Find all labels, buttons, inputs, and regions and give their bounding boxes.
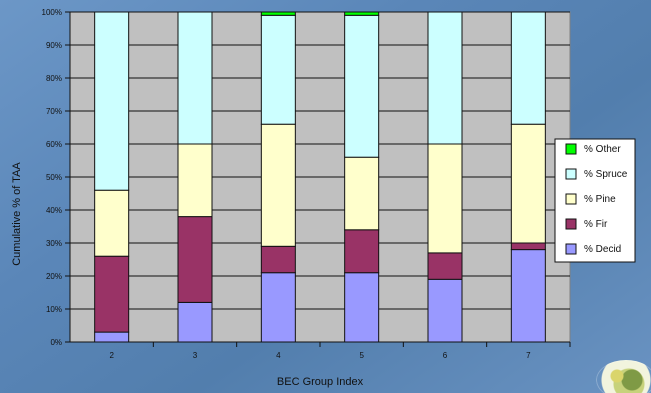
- y-tick-label: 70%: [46, 107, 62, 116]
- y-tick-label: 50%: [46, 173, 62, 182]
- legend-label: % Decid: [584, 244, 621, 255]
- bar-segment: [260, 123, 296, 247]
- bar-segment: [94, 255, 130, 333]
- bar-segment: [177, 143, 213, 218]
- bar-segment: [344, 156, 380, 231]
- legend-label: % Fir: [584, 219, 608, 230]
- legend-label: % Pine: [584, 194, 616, 205]
- forest-emblem-icon: [596, 360, 651, 393]
- bar-segment: [260, 14, 296, 125]
- legend-label: % Other: [584, 144, 621, 155]
- bar-segment: [427, 143, 463, 254]
- x-tick-label: 2: [109, 351, 114, 360]
- bar-segment: [177, 11, 213, 145]
- x-axis-title: BEC Group Index: [277, 376, 364, 388]
- bar-segment: [94, 331, 130, 343]
- legend-swatch: [565, 168, 577, 180]
- y-tick-label: 60%: [46, 140, 62, 149]
- y-tick-label: 40%: [46, 206, 62, 215]
- legend-swatch: [565, 243, 577, 255]
- bar-segment: [94, 189, 130, 257]
- bar-segment: [260, 272, 296, 343]
- x-tick-label: 7: [526, 351, 531, 360]
- x-tick-label: 3: [193, 351, 198, 360]
- bar-segment: [177, 216, 213, 303]
- bar-segment: [510, 249, 546, 343]
- y-axis-title: Cumulative % of TAA: [11, 162, 23, 266]
- bar-segment: [94, 11, 130, 191]
- legend-label: % Spruce: [584, 169, 628, 180]
- x-tick-label: 6: [443, 351, 448, 360]
- bar-segment: [427, 252, 463, 280]
- bar-segment: [427, 11, 463, 145]
- y-tick-label: 10%: [46, 305, 62, 314]
- legend-swatch: [565, 193, 577, 205]
- y-tick-label: 20%: [46, 272, 62, 281]
- bar-segment: [344, 14, 380, 158]
- bar-segment: [510, 123, 546, 244]
- bar-segment: [427, 278, 463, 343]
- y-tick-label: 100%: [42, 8, 62, 17]
- bar-segment: [510, 242, 546, 251]
- bar-segment: [510, 11, 546, 125]
- bar-segment: [344, 229, 380, 274]
- x-tick-label: 4: [276, 351, 281, 360]
- bar-segment: [344, 11, 380, 16]
- x-tick-label: 5: [359, 351, 364, 360]
- y-tick-label: 90%: [46, 41, 62, 50]
- bar-segment: [344, 272, 380, 343]
- bar-segment: [260, 245, 296, 274]
- y-tick-label: 80%: [46, 74, 62, 83]
- legend-swatch: [565, 218, 577, 230]
- legend-swatch: [565, 143, 577, 155]
- y-tick-label: 30%: [46, 239, 62, 248]
- y-tick-label: 0%: [50, 338, 62, 347]
- bar-segment: [177, 301, 213, 343]
- bar-segment: [260, 11, 296, 16]
